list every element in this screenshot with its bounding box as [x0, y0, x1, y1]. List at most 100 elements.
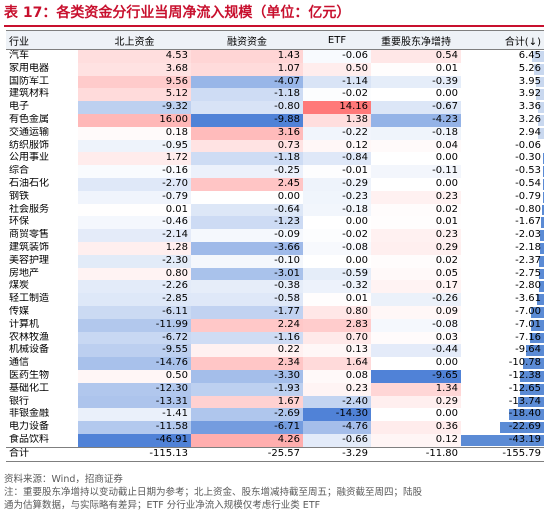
footnote-line-2: 通为估算数据，与实际略有差异；ETF 分行业净流入规模仅考虑行业类 ETF: [4, 500, 321, 511]
industry-cell: 电子: [9, 101, 29, 113]
table-row: 国防军工 9.56 -4.07 -1.14 -0.39 3.95: [6, 75, 544, 89]
holders-cell: 0.00: [435, 152, 458, 164]
table-row: 机械设备 -9.55 0.22 0.13 -0.44 -9.64: [6, 344, 544, 358]
total-value: -18.40: [508, 408, 541, 420]
etf-cell: -0.02: [303, 88, 371, 102]
total-value: -2.80: [515, 280, 541, 292]
total-cell: -3.61: [461, 293, 544, 306]
table-title: 表 17：各类资金分行业当周净流入规模（单位：亿元）: [4, 5, 351, 21]
northbound-cell: 0.18: [78, 126, 191, 140]
holders-cell: 0.03: [371, 331, 461, 345]
industry-cell: 汽车: [9, 50, 29, 61]
total-value: -0.79: [515, 190, 541, 202]
total-bar: [523, 358, 544, 369]
total-bar: [540, 230, 544, 241]
margin-cell: -0.64: [191, 203, 303, 217]
margin-cell: -25.57: [191, 446, 303, 462]
industry-cell: 钢铁: [9, 190, 29, 202]
total-value: -2.18: [515, 241, 541, 253]
total-bar: [538, 127, 544, 139]
etf-cell: -0.66: [303, 433, 371, 448]
northbound-cell: 4.53: [78, 49, 191, 63]
holders-cell: 0.00: [435, 408, 458, 420]
total-bar: [530, 306, 544, 318]
northbound-cell: 0.50: [78, 369, 191, 383]
source-note: 资料来源：Wind，招商证券: [4, 474, 123, 485]
holders-cell: -4.23: [371, 113, 461, 127]
industry-cell: 社会服务: [9, 203, 49, 215]
table-row: 建筑装饰 1.28 -3.66 -0.08 0.29 -2.18: [6, 241, 544, 255]
northbound-cell: -0.46: [78, 216, 191, 230]
industry-cell: 美容护理: [9, 254, 49, 266]
total-cell: -12.38: [461, 370, 544, 383]
table-row: 计算机 -11.99 2.24 2.83 -0.08 -7.01: [6, 318, 544, 332]
margin-cell: -0.38: [191, 280, 303, 294]
industry-cell: 综合: [9, 165, 29, 177]
margin-cell: 3.16: [191, 126, 303, 140]
total-value: -0.30: [515, 152, 541, 164]
total-cell: 3.95: [461, 76, 544, 89]
total-bar: [542, 204, 544, 216]
margin-cell: 2.24: [191, 318, 303, 332]
etf-cell: 1.38: [303, 113, 371, 127]
industry-cell: 有色金属: [9, 113, 49, 125]
holders-cell: -0.67: [371, 101, 461, 114]
total-bar: [536, 89, 544, 101]
etf-cell: -2.40: [303, 395, 371, 409]
table-row: 环保 -0.46 -1.23 0.00 0.01 -1.67: [6, 216, 544, 230]
industry-cell: 传媒: [9, 305, 29, 317]
total-value: -2.37: [515, 254, 541, 266]
total-value: -0.54: [515, 177, 541, 189]
total-cell: -13.74: [461, 396, 544, 409]
total-cell: -9.64: [461, 344, 544, 357]
total-bar: [539, 242, 544, 254]
northbound-cell: 0.01: [78, 203, 191, 217]
industry-cell: 农林牧渔: [9, 331, 49, 343]
holders-cell: 0.09: [371, 305, 461, 319]
summary-row: 合计 -115.13 -25.57 -3.29 -11.80 -155.79: [6, 446, 544, 462]
total-cell: -2.18: [461, 242, 544, 255]
header-total: 合计(↓): [461, 30, 544, 50]
total-value: -22.69: [508, 421, 541, 433]
header-holders: 重要股东净增持: [371, 30, 461, 50]
total-value: -9.64: [515, 344, 541, 356]
etf-cell: -0.59: [303, 267, 371, 281]
holders-cell: 0.29: [371, 395, 461, 409]
total-value: 3.36: [518, 101, 541, 113]
margin-cell: 0.73: [191, 139, 303, 153]
header-industry: 行业: [6, 30, 78, 50]
margin-cell: -0.80: [191, 101, 303, 114]
industry-cell: 建筑装饰: [9, 241, 49, 253]
table-row: 社会服务 0.01 -0.64 -0.18 0.02 -0.80: [6, 203, 544, 217]
etf-cell: 0.12: [303, 139, 371, 153]
northbound-cell: 9.56: [78, 75, 191, 89]
etf-cell: 1.64: [303, 357, 371, 370]
margin-cell: -1.23: [191, 216, 303, 230]
total-cell: -0.54: [461, 178, 544, 191]
industry-cell: 电力设备: [9, 421, 49, 433]
table-row: 交通运输 0.18 3.16 -0.22 -0.18 2.94: [6, 126, 544, 140]
northbound-cell: 5.12: [78, 88, 191, 102]
table-row: 银行 -13.31 1.67 -2.40 0.29 -13.74: [6, 395, 544, 409]
margin-cell: -4.07: [191, 75, 303, 89]
total-value: 3.92: [518, 88, 541, 100]
industry-cell: 食品饮料: [9, 433, 49, 445]
total-cell: -2.75: [461, 268, 544, 281]
total-cell: -0.79: [461, 191, 544, 204]
total-value: 3.95: [518, 75, 541, 87]
holders-cell: 1.34: [371, 382, 461, 396]
industry-cell: 轻工制造: [9, 293, 49, 305]
etf-cell: 0.13: [303, 344, 371, 358]
northbound-cell: 3.68: [78, 62, 191, 76]
northbound-cell: -0.16: [78, 165, 191, 178]
industry-cell: 国防军工: [9, 75, 49, 87]
holders-cell: 0.00: [435, 357, 458, 369]
northbound-cell: 1.28: [78, 241, 191, 255]
table-row: 医药生物 0.50 -3.30 0.08 -9.65 -12.38: [6, 369, 544, 383]
industry-cell: 家用电器: [9, 62, 49, 74]
table-row: 电子 -9.32 -0.80 14.16 -0.67 3.36: [6, 101, 544, 114]
margin-cell: -2.69: [191, 408, 303, 422]
total-value: 3.26: [518, 113, 541, 125]
etf-cell: -0.06: [303, 49, 371, 63]
holders-cell: -11.80: [371, 446, 461, 462]
